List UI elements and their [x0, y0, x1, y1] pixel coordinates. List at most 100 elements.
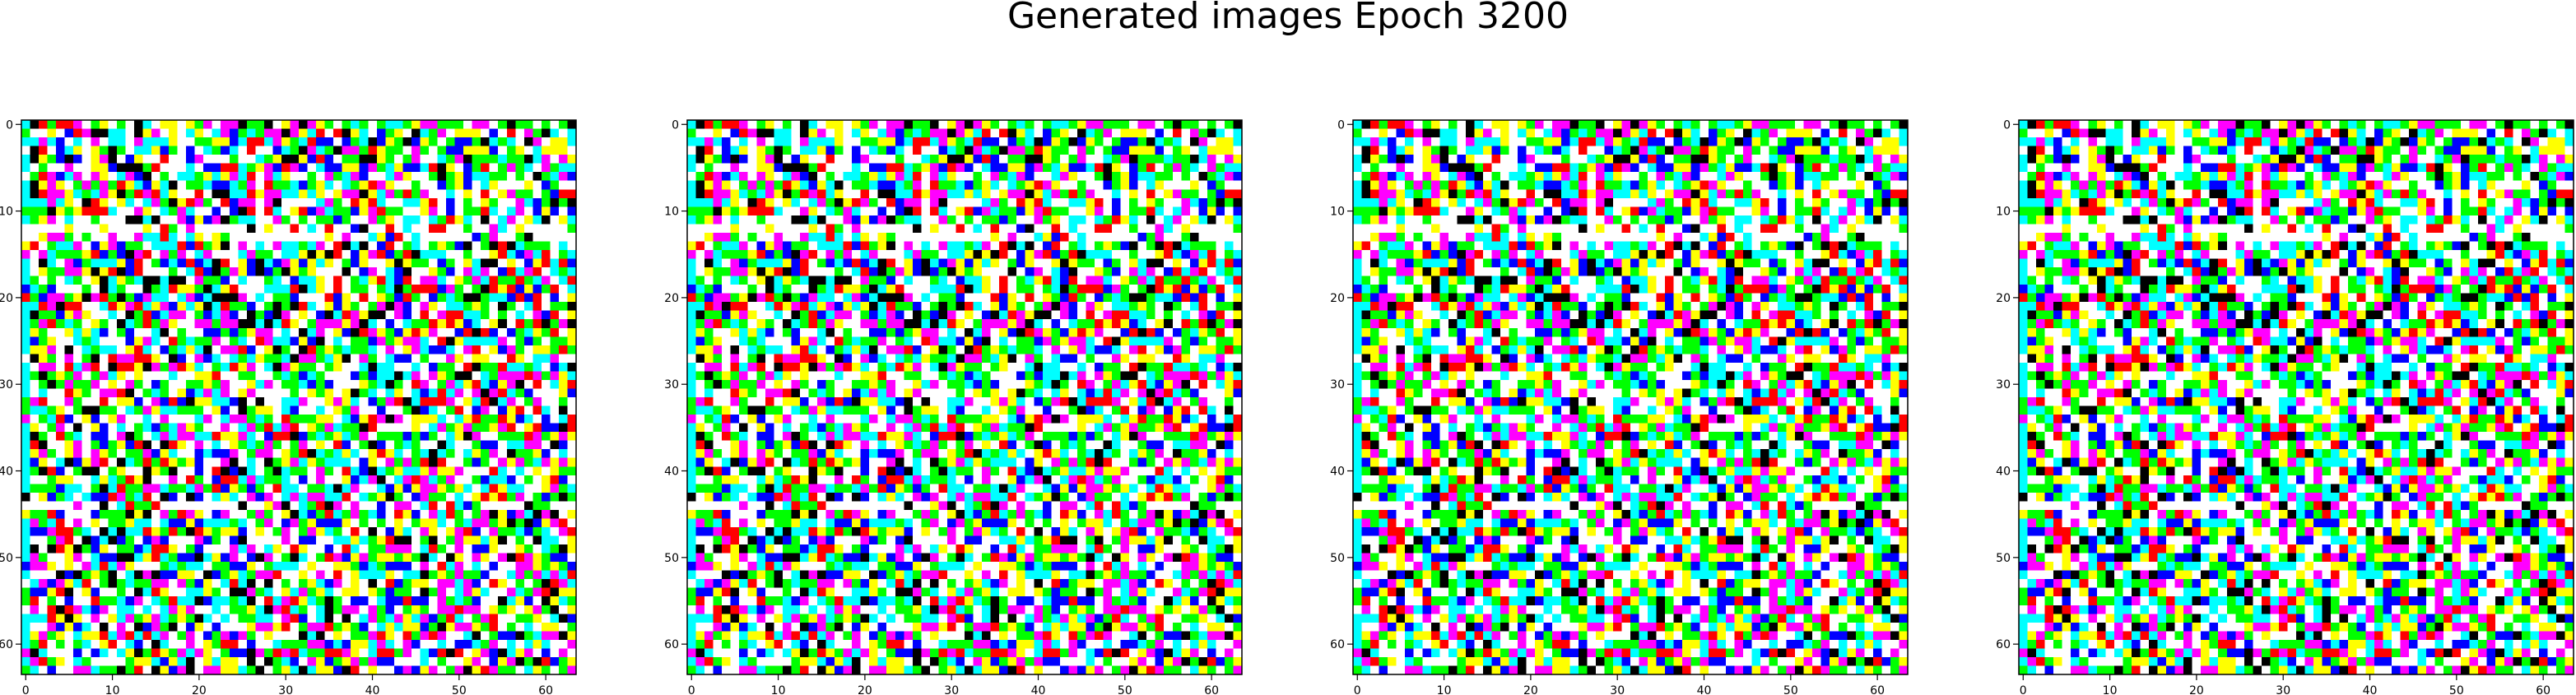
pixel [316, 639, 325, 649]
pixel [446, 241, 455, 251]
pixel [316, 128, 325, 138]
pixel [177, 553, 187, 563]
pixel [169, 354, 178, 364]
pixel [869, 137, 879, 146]
pixel [212, 189, 221, 199]
pixel [756, 180, 766, 190]
pixel [290, 155, 300, 164]
pixel [290, 224, 300, 234]
pixel [437, 258, 447, 268]
pixel [351, 397, 360, 406]
pixel [541, 639, 551, 649]
pixel [541, 475, 551, 484]
pixel [393, 241, 403, 251]
pixel [333, 492, 343, 502]
pixel [567, 189, 577, 199]
pixel [39, 587, 48, 597]
pixel [515, 215, 525, 225]
pixel [203, 475, 213, 484]
pixel [194, 631, 204, 641]
pixel [81, 553, 91, 563]
pixel [281, 258, 291, 268]
pixel [116, 267, 126, 276]
pixel [333, 544, 343, 554]
pixel [921, 215, 931, 225]
pixel [116, 388, 126, 398]
pixel [558, 163, 568, 173]
pixel [481, 665, 491, 675]
pixel [877, 155, 887, 164]
y-tick-label: 40 [0, 466, 13, 479]
pixel [852, 155, 862, 164]
pixel [281, 155, 291, 164]
pixel [558, 397, 568, 406]
pixel [272, 371, 282, 381]
pixel [160, 423, 170, 433]
pixel [1137, 137, 1147, 146]
pixel [428, 631, 438, 641]
pixel [973, 232, 983, 242]
pixel [359, 137, 369, 146]
pixel [333, 336, 343, 346]
pixel [324, 354, 334, 364]
pixel [532, 241, 542, 251]
pixel [203, 553, 213, 563]
pixel [116, 492, 126, 502]
pixel [212, 276, 221, 285]
pixel [463, 379, 473, 389]
pixel [472, 605, 481, 614]
pixel [541, 285, 551, 294]
pixel [290, 535, 300, 545]
pixel [108, 526, 118, 536]
pixel [316, 579, 325, 589]
pixel [160, 327, 170, 337]
pixel [47, 258, 57, 268]
pixel [567, 137, 577, 146]
pixel [151, 509, 160, 519]
pixel [359, 336, 369, 346]
pixel [238, 285, 248, 294]
pixel [351, 215, 360, 225]
pixel [351, 362, 360, 372]
pixel [116, 163, 126, 173]
pixel [342, 449, 351, 459]
pixel [489, 405, 499, 415]
pixel [420, 345, 430, 354]
pixel [411, 457, 421, 467]
pixel [472, 241, 481, 251]
pixel [81, 544, 91, 554]
pixel [177, 172, 187, 182]
pixel [255, 197, 265, 207]
pixel [160, 614, 170, 623]
pixel [938, 224, 948, 234]
pixel [515, 258, 525, 268]
pixel [722, 172, 732, 182]
pixel [263, 302, 273, 312]
pixel [229, 241, 239, 251]
pixel [1112, 197, 1121, 207]
pixel [695, 146, 705, 155]
pixel [203, 276, 213, 285]
pixel [437, 596, 447, 606]
pixel [177, 562, 187, 572]
pixel [133, 379, 143, 389]
pixel [333, 562, 343, 572]
pixel [133, 631, 143, 641]
pixel [506, 249, 516, 259]
pixel [359, 432, 369, 442]
pixel [411, 466, 421, 476]
pixel [1094, 197, 1104, 207]
pixel [194, 587, 204, 597]
pixel [1076, 120, 1086, 129]
pixel [30, 362, 40, 372]
pixel [39, 241, 48, 251]
pixel [30, 319, 40, 329]
pixel [108, 285, 118, 294]
pixel [481, 371, 491, 381]
pixel [160, 405, 170, 415]
pixel [30, 215, 40, 225]
pixel [47, 432, 57, 442]
pixel [550, 562, 560, 572]
pixel [21, 371, 30, 381]
pixel [21, 518, 30, 528]
